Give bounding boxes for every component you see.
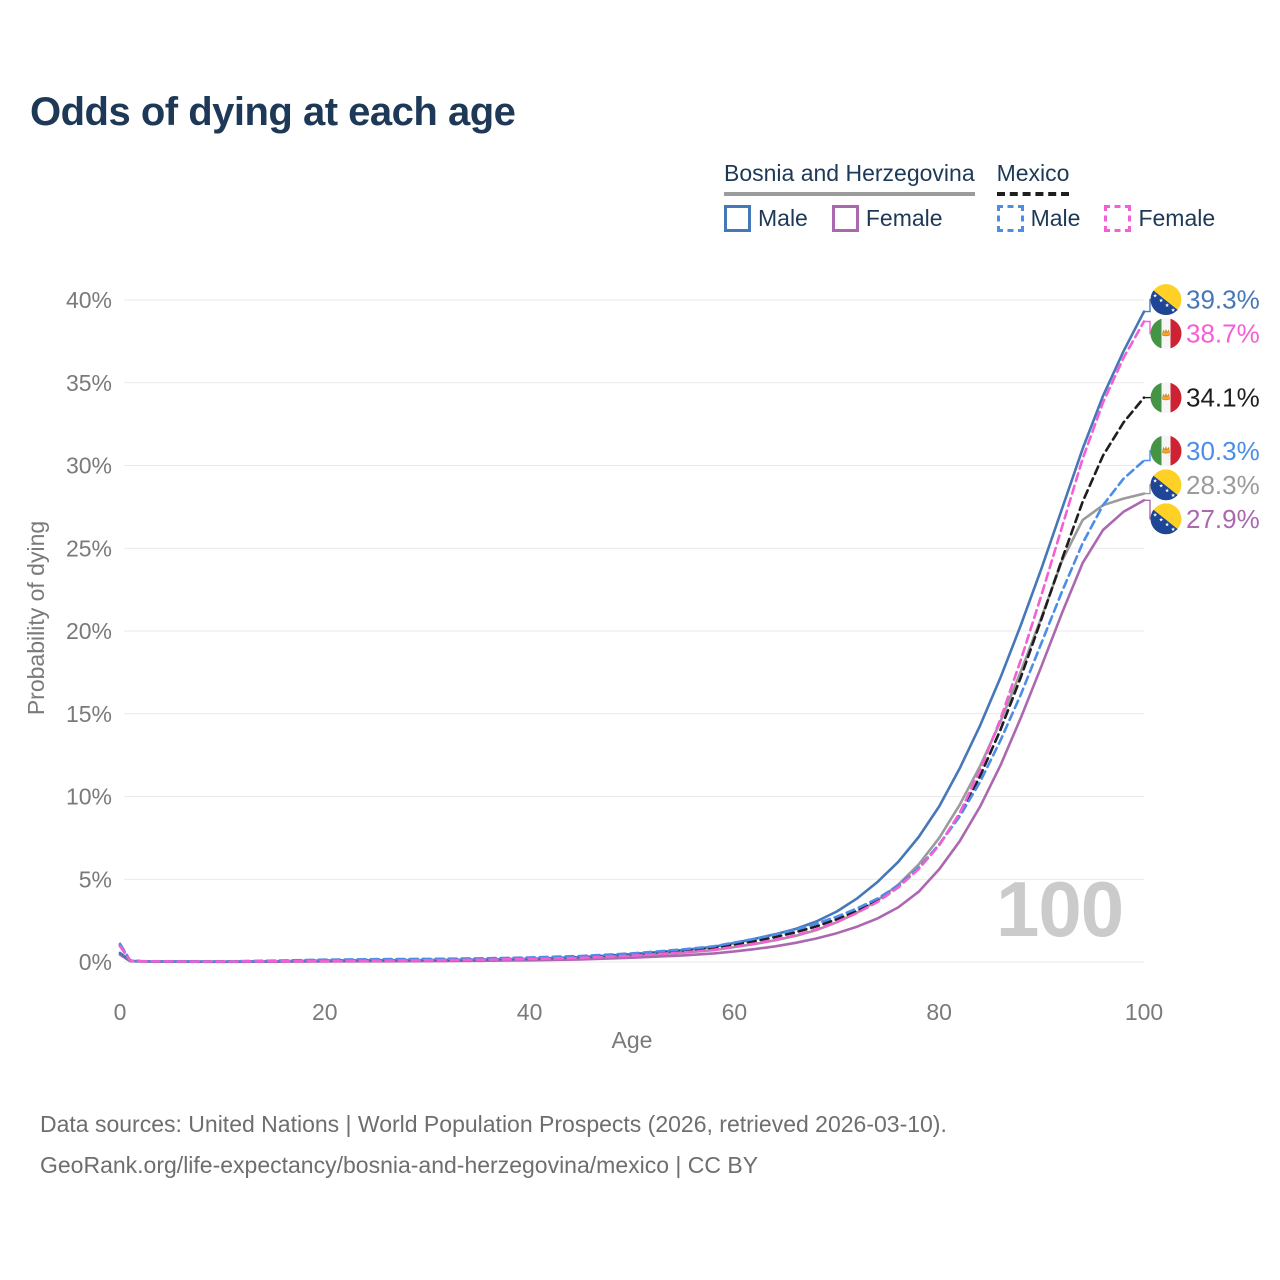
legend: Bosnia and Herzegovina Male Female Mexic… bbox=[724, 160, 1215, 232]
legend-country-mexico: Mexico bbox=[996, 160, 1070, 196]
y-tick-label: 35% bbox=[66, 370, 112, 396]
x-tick-label: 40 bbox=[517, 999, 543, 1025]
bosnia-flag-icon bbox=[1150, 503, 1182, 535]
series-line-bih-both bbox=[118, 492, 1146, 964]
footer: Data sources: United Nations | World Pop… bbox=[40, 1104, 947, 1186]
chart-title: Odds of dying at each age bbox=[30, 90, 516, 134]
y-tick-label: 30% bbox=[66, 453, 112, 479]
series-line-mex-male bbox=[118, 459, 1146, 963]
legend-item-label: Female bbox=[1138, 205, 1216, 231]
legend-item-mexico-female: Female bbox=[1104, 205, 1215, 232]
x-axis-title: Age bbox=[612, 1027, 653, 1053]
end-label-bih-male: 39.3% bbox=[1186, 285, 1260, 315]
line-swatch-icon bbox=[1104, 205, 1132, 232]
y-tick-label: 15% bbox=[66, 701, 112, 727]
footer-sources: Data sources: United Nations | World Pop… bbox=[40, 1111, 947, 1137]
series-line-bih-female bbox=[118, 498, 1146, 964]
mexico-flag-icon bbox=[1150, 435, 1182, 467]
mexico-flag-icon bbox=[1150, 318, 1182, 350]
end-label-mex-male: 30.3% bbox=[1186, 436, 1260, 466]
end-label-mex-both: 34.1% bbox=[1186, 383, 1260, 413]
end-label-mex-female: 38.7% bbox=[1186, 319, 1260, 349]
y-tick-label: 20% bbox=[66, 618, 112, 644]
axis-ticks: 0% 5% 10% 15% 20% 25% 30% 35% 40% 0 20 40 60 80 100 bbox=[66, 287, 1163, 1025]
x-tick-label: 80 bbox=[926, 999, 952, 1025]
mexico-flag-icon bbox=[1150, 382, 1182, 414]
end-label-bih-both: 28.3% bbox=[1186, 470, 1260, 500]
y-tick-label: 25% bbox=[66, 535, 112, 561]
legend-group-bosnia: Bosnia and Herzegovina Male Female bbox=[724, 160, 975, 232]
legend-item-label: Female bbox=[865, 205, 943, 231]
legend-item-label: Male bbox=[758, 205, 808, 231]
x-tick-label: 20 bbox=[312, 999, 338, 1025]
y-tick-label: 10% bbox=[66, 784, 112, 810]
y-tick-label: 40% bbox=[66, 287, 112, 313]
legend-group-mexico: Mexico Male Female bbox=[996, 160, 1215, 232]
x-tick-label: 0 bbox=[114, 999, 127, 1025]
y-tick-label: 0% bbox=[79, 949, 112, 975]
y-tick-label: 5% bbox=[79, 866, 112, 892]
legend-item-mexico-male: Male bbox=[996, 205, 1081, 232]
line-swatch-icon bbox=[831, 205, 859, 232]
legend-item-label: Male bbox=[1030, 205, 1081, 231]
series-lines bbox=[118, 310, 1146, 964]
legend-country-bosnia: Bosnia and Herzegovina bbox=[724, 160, 975, 196]
gridlines bbox=[124, 299, 1144, 963]
bosnia-flag-icon bbox=[1150, 469, 1182, 501]
x-tick-label: 60 bbox=[722, 999, 748, 1025]
y-axis-title: Probability of dying bbox=[23, 521, 49, 715]
end-label-bih-female: 27.9% bbox=[1186, 504, 1260, 534]
x-tick-label: 100 bbox=[1125, 999, 1163, 1025]
line-swatch-icon bbox=[996, 205, 1024, 232]
series-line-mex-female bbox=[118, 320, 1146, 963]
bosnia-flag-icon bbox=[1150, 284, 1182, 316]
legend-item-bosnia-male: Male bbox=[724, 205, 808, 232]
series-line-bih-male bbox=[118, 310, 1146, 964]
legend-item-bosnia-female: Female bbox=[831, 205, 943, 232]
series-line-mex-both bbox=[118, 396, 1146, 963]
line-swatch-icon bbox=[724, 205, 751, 232]
footer-attribution: GeoRank.org/life-expectancy/bosnia-and-h… bbox=[40, 1152, 759, 1178]
end-labels: 39.3% 38.7% 34.1% 30.3% 28.3% 27.9% bbox=[1144, 284, 1260, 535]
